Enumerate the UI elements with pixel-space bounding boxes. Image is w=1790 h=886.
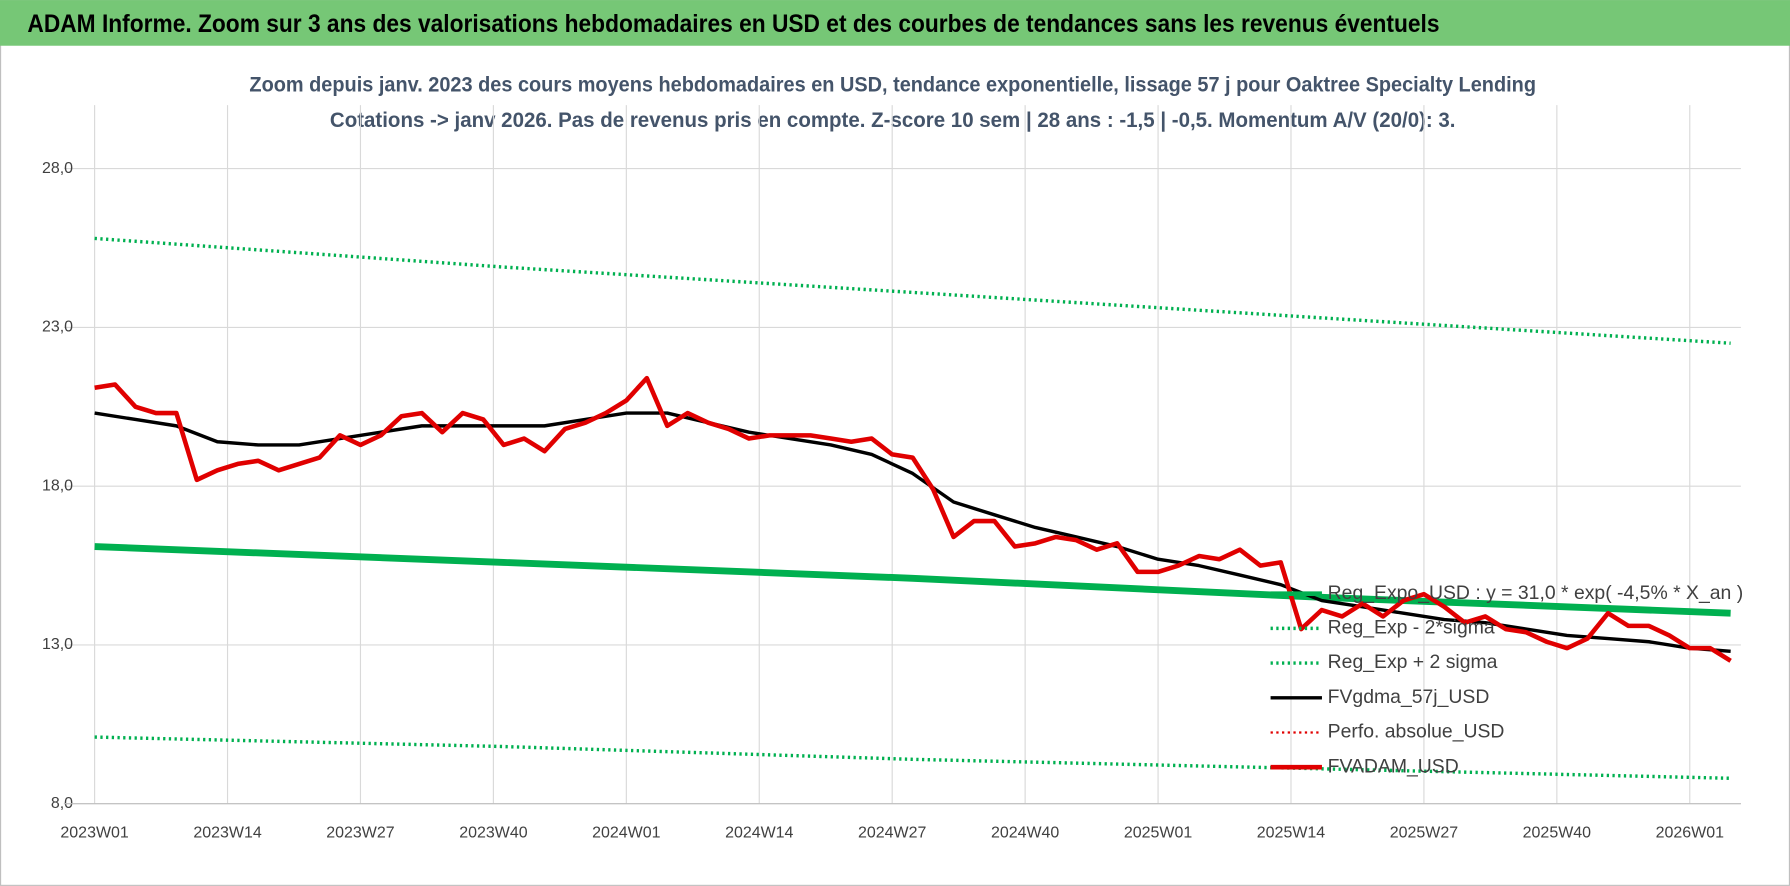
series-line: [94, 543, 1731, 617]
x-tick-label: 2023W27: [326, 825, 394, 842]
x-tick-label: 2024W01: [592, 825, 660, 842]
legend-label: FVADAM_USD: [1328, 755, 1459, 777]
x-tick-label: 2023W40: [459, 825, 527, 842]
legend-label: Reg_Expo_USD : y = 31,0 * exp( -4,5% * X…: [1328, 582, 1744, 604]
y-tick-label: 18,0: [42, 477, 73, 494]
y-tick-label: 28,0: [42, 160, 73, 177]
x-tick-label: 2026W01: [1656, 825, 1724, 842]
header-bar: [0, 0, 1790, 46]
x-tick-label: 2023W01: [60, 825, 128, 842]
series-line: [94, 411, 1731, 654]
y-tick-label: 13,0: [42, 636, 73, 653]
y-tick-label: 23,0: [42, 319, 73, 336]
series-line: [94, 375, 1732, 663]
legend-label: Reg_Exp + 2 sigma: [1328, 651, 1498, 673]
x-tick-label: 2024W40: [991, 825, 1059, 842]
legend-label: Perfo. absolue_USD: [1328, 721, 1505, 743]
header-title: ADAM Informe. Zoom sur 3 ans des valoris…: [27, 10, 1439, 38]
legend-label: Reg_Exp - 2*sigma: [1328, 617, 1495, 639]
x-tick-label: 2023W14: [193, 825, 261, 842]
x-tick-label: 2024W27: [858, 825, 926, 842]
x-tick-label: 2025W14: [1257, 825, 1325, 842]
chart-title: Zoom depuis janv. 2023 des cours moyens …: [249, 71, 1536, 96]
x-tick-label: 2025W01: [1124, 825, 1192, 842]
series-line: [94, 735, 1731, 780]
x-tick-label: 2024W14: [725, 825, 793, 842]
x-tick-label: 2025W27: [1390, 825, 1458, 842]
series-line: [94, 236, 1731, 345]
x-tick-label: 2025W40: [1523, 825, 1591, 842]
legend-label: FVgdma_57j_USD: [1328, 686, 1490, 708]
y-tick-label: 8,0: [51, 795, 73, 812]
